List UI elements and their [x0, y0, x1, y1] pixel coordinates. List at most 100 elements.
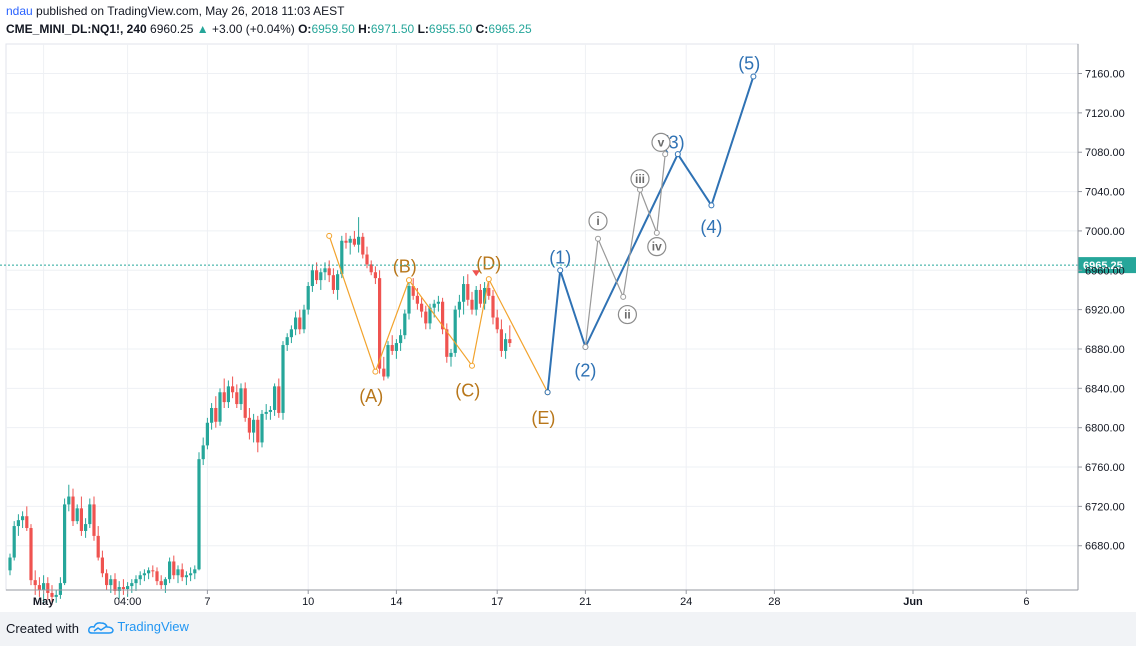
candle — [470, 291, 474, 315]
candle-body — [235, 392, 239, 405]
last-price: 6960.25 — [150, 22, 194, 36]
candle-body — [180, 569, 184, 578]
candle-body — [424, 311, 428, 324]
candle — [361, 232, 365, 259]
candle — [319, 268, 323, 290]
wave-label: (C) — [455, 380, 480, 400]
candle-body — [218, 392, 222, 422]
candles-layer — [8, 217, 512, 605]
y-tick-label: 7000.00 — [1085, 226, 1125, 238]
candle — [369, 260, 373, 276]
chart-grid — [5, 43, 1079, 591]
candle — [394, 339, 398, 359]
y-tick-label: 6760.00 — [1085, 462, 1125, 474]
candle — [436, 295, 440, 312]
candle — [365, 246, 369, 269]
candle-body — [445, 329, 449, 357]
candle — [197, 452, 201, 571]
candle — [499, 319, 503, 357]
candle-body — [327, 268, 331, 276]
candle-body — [407, 286, 411, 314]
candle-body — [411, 286, 415, 296]
wave-point — [406, 277, 412, 284]
candle-body — [113, 579, 117, 591]
candle-body — [147, 570, 151, 574]
candle-body — [277, 386, 281, 413]
sub-wave-label: ii — [624, 308, 631, 322]
tradingview-link[interactable]: TradingView — [88, 619, 189, 635]
candle-body — [365, 254, 369, 265]
x-tick-label: 14 — [390, 596, 402, 608]
candle-body — [483, 287, 487, 304]
candle-body — [474, 289, 478, 310]
candle — [243, 382, 247, 422]
candle — [382, 356, 386, 381]
candle — [281, 341, 285, 420]
candle — [21, 511, 25, 529]
candle-body — [252, 419, 256, 433]
x-tick-label: 21 — [579, 596, 591, 608]
signal-down-triangle-icon — [472, 270, 481, 277]
wave-point — [557, 267, 564, 274]
candle-body — [21, 516, 25, 521]
wave-point — [469, 362, 475, 369]
candle-body — [399, 335, 403, 344]
candle-body — [352, 238, 356, 245]
candle — [373, 266, 377, 285]
candle — [306, 282, 310, 315]
candle — [483, 282, 487, 310]
candle — [138, 571, 142, 586]
wave-point — [662, 151, 669, 158]
y-tick-label: 7160.00 — [1085, 69, 1125, 81]
candle-body — [298, 317, 302, 330]
wave-label: (A) — [359, 386, 383, 406]
candle-body — [264, 411, 268, 414]
candle-body — [138, 575, 142, 580]
candle-body — [168, 561, 172, 580]
candle-body — [369, 264, 373, 273]
candle — [25, 506, 29, 531]
candle — [344, 232, 348, 249]
wave-label: (1) — [549, 247, 571, 267]
candle-body — [58, 583, 62, 595]
candle-body — [109, 579, 113, 586]
price-chart[interactable]: (A)(B)(C)(D)(E)(1)(2)(3)(4)(5)iiiiiiivv … — [0, 42, 1136, 612]
candle-body — [46, 583, 50, 593]
chart-header: ndau published on TradingView.com, May 2… — [0, 0, 1136, 42]
symbol-name[interactable]: CME_MINI_DL:NQ1!, 240 — [6, 22, 147, 36]
candle — [159, 575, 163, 590]
candle — [348, 235, 352, 255]
candle — [96, 526, 100, 561]
price-change: +3.00 (+0.04%) — [212, 22, 295, 36]
candle-body — [159, 581, 163, 586]
wave-point — [544, 389, 551, 396]
wave-point — [485, 276, 492, 283]
candle — [8, 553, 12, 576]
candle-body — [16, 520, 20, 527]
candle — [478, 284, 482, 308]
high-label: H: — [358, 22, 371, 36]
candle-body — [466, 284, 470, 300]
x-tick-label: 04:00 — [114, 596, 142, 608]
x-tick-label: 17 — [491, 596, 503, 608]
candle-body — [12, 526, 16, 558]
author-link[interactable]: ndau — [6, 4, 33, 18]
candle-body — [499, 329, 503, 351]
candle — [193, 565, 197, 580]
candle-body — [50, 592, 54, 597]
low-label: L: — [417, 22, 429, 36]
close-label: C: — [475, 22, 489, 36]
candle — [155, 567, 159, 586]
candle-body — [151, 570, 155, 572]
wave-path — [328, 235, 549, 393]
wave-point — [620, 293, 627, 300]
candle-body — [357, 236, 361, 245]
candle-body — [315, 270, 319, 281]
candle-body — [508, 339, 512, 344]
candle-body — [226, 386, 230, 403]
candle-body — [176, 569, 180, 576]
candle — [37, 577, 41, 597]
wave-label: (B) — [393, 256, 417, 276]
created-with-text: Created with — [6, 621, 79, 636]
